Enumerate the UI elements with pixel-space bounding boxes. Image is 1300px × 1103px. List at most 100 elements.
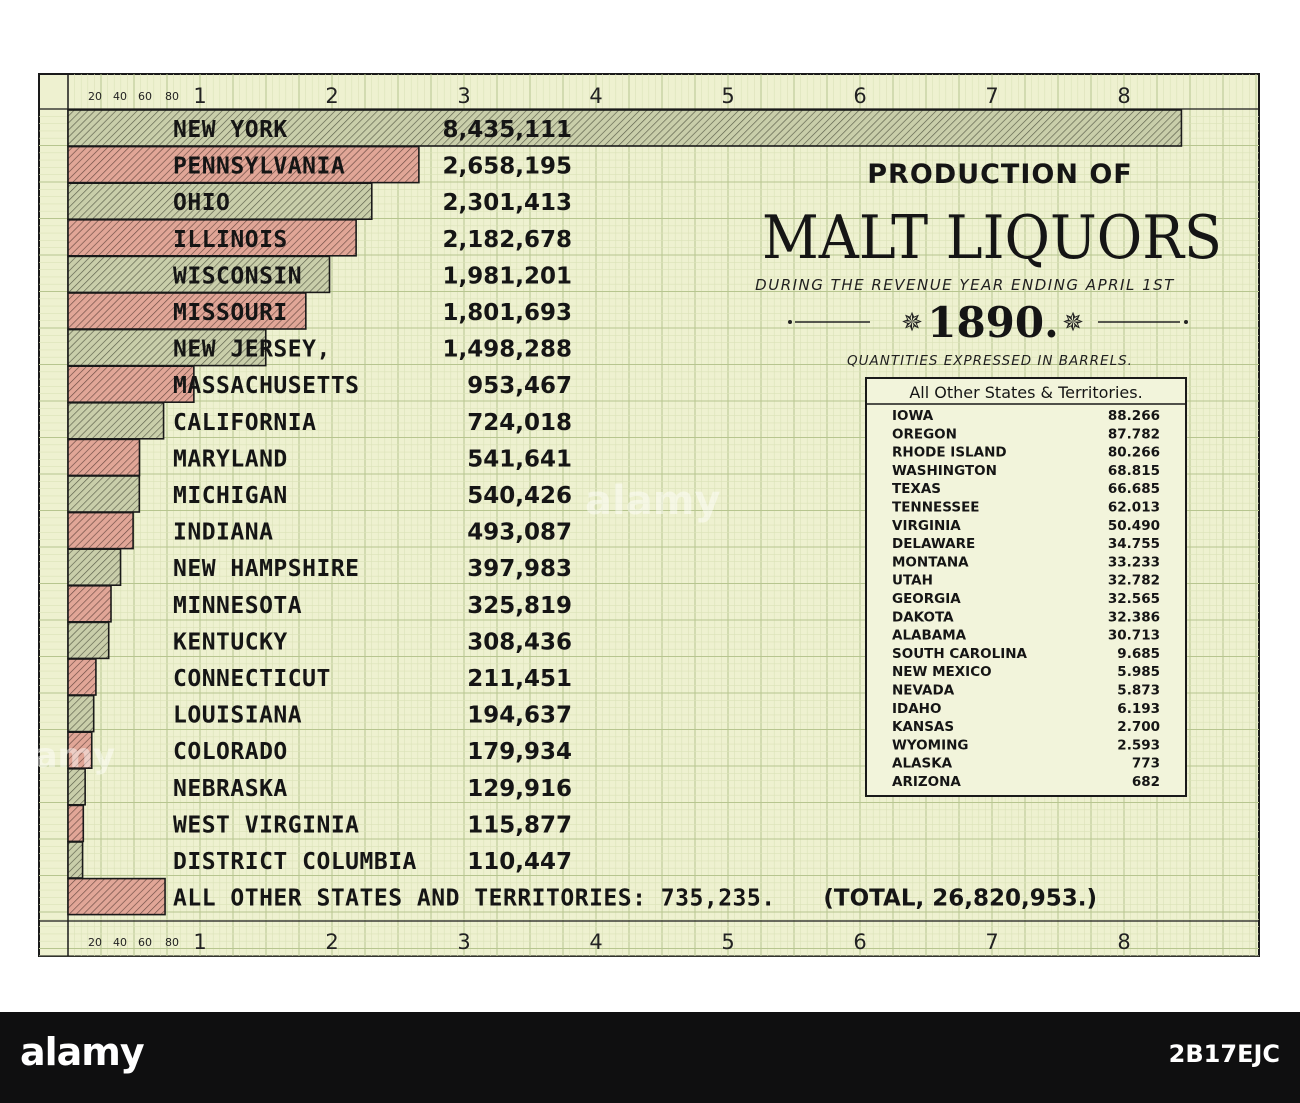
chart-subtitle: DURING THE REVENUE YEAR ENDING APRIL 1ST	[755, 276, 1175, 294]
category-label: PENNSYLVANIA	[173, 154, 345, 180]
total-label: (TOTAL, 26,820,953.)	[823, 886, 1097, 912]
value-label: 2,658,195	[443, 154, 573, 180]
value-label: 2,182,678	[443, 227, 573, 253]
x-axis-major-tick-label-top: 6	[853, 84, 866, 108]
inset-table-state: DELAWARE	[892, 536, 975, 552]
inset-table-state: WYOMING	[892, 737, 969, 753]
bar-michigan	[67, 475, 141, 513]
inset-table-state: ALASKA	[892, 756, 953, 772]
inset-table-state: DAKOTA	[892, 609, 954, 625]
bar-pennsylvania	[67, 145, 420, 184]
bar-all-other-states	[67, 877, 166, 916]
title-dot-left	[788, 320, 792, 324]
x-axis-major-tick-label-bottom: 5	[721, 930, 734, 954]
category-label: COLORADO	[173, 739, 288, 765]
chart-title-line1: PRODUCTION OF	[867, 159, 1133, 190]
watermark-image-id: 2B17EJC	[1168, 1040, 1280, 1068]
inset-table-heading: All Other States & Territories.	[909, 383, 1142, 402]
inset-table-state: UTAH	[892, 573, 933, 589]
category-label: MINNESOTA	[173, 593, 302, 619]
inset-table-state: IOWA	[892, 408, 934, 424]
category-label: MISSOURI	[173, 300, 288, 326]
x-axis-major-tick-label-top: 3	[457, 84, 470, 108]
x-axis-major-tick-label-bottom: 3	[457, 930, 470, 954]
inset-table-value: 2.700	[1117, 719, 1160, 735]
bar-wisconsin	[67, 255, 331, 294]
bar-louisiana	[67, 694, 95, 733]
inset-table-value: 773	[1132, 756, 1160, 772]
category-label: NEW YORK	[173, 117, 288, 143]
inset-table-state: ALABAMA	[892, 628, 967, 644]
chart-title-line2: MALT LIQUORS	[762, 203, 1222, 273]
inset-table-state: OREGON	[892, 426, 957, 442]
inset-table-value: 682	[1132, 774, 1160, 790]
x-axis-major-tick-label-bottom: 4	[589, 930, 602, 954]
value-label: 110,447	[467, 849, 572, 875]
x-axis-major-tick-label-top: 7	[985, 84, 998, 108]
x-axis-major-tick-label-bottom: 2	[325, 930, 338, 954]
category-label: NEW HAMPSHIRE	[173, 556, 360, 582]
value-label: 2,301,413	[443, 190, 573, 216]
value-label: 211,451	[467, 666, 572, 692]
value-label: 724,018	[467, 410, 572, 436]
value-label: 493,087	[467, 520, 572, 546]
bar-new-hampshire	[67, 548, 122, 587]
category-label: WEST VIRGINIA	[173, 812, 360, 838]
bar-california	[67, 401, 165, 440]
inset-table-value: 80.266	[1108, 445, 1160, 461]
value-label: 540,426	[467, 483, 572, 509]
x-axis-minor-tick-label-bottom: 60	[138, 936, 152, 949]
inset-table-value: 30.713	[1108, 628, 1160, 644]
x-axis-minor-tick-label-top: 40	[113, 90, 127, 103]
category-label: CONNECTICUT	[173, 666, 331, 692]
inset-table-state: ARIZONA	[892, 774, 961, 790]
value-label: 194,637	[467, 703, 572, 729]
category-label: CALIFORNIA	[173, 410, 316, 436]
bar-minnesota	[67, 584, 112, 623]
inset-table-value: 68.815	[1108, 463, 1160, 479]
category-label: MASSACHUSETTS	[173, 373, 360, 399]
inset-table-state: TEXAS	[892, 481, 941, 497]
value-label: 8,435,111	[443, 117, 573, 143]
category-label: LOUISIANA	[173, 703, 302, 729]
x-axis-major-tick-label-top: 1	[193, 84, 206, 108]
bar-kentucky	[67, 621, 110, 660]
inset-table-value: 62.013	[1108, 500, 1160, 516]
x-axis-minor-tick-label-bottom: 80	[165, 936, 179, 949]
x-axis-minor-tick-label-top: 60	[138, 90, 152, 103]
bar-missouri	[67, 292, 307, 330]
inset-table-state: NEVADA	[892, 683, 955, 699]
category-label: DISTRICT COLUMBIA	[173, 849, 417, 875]
bar-new-york	[67, 109, 1183, 147]
inset-table-value: 50.490	[1108, 518, 1160, 534]
bar-indiana	[67, 511, 134, 550]
inset-table-value: 66.685	[1108, 481, 1160, 497]
inset-table-frame	[865, 377, 1187, 797]
category-label: INDIANA	[173, 520, 273, 546]
inset-table-value: 32.386	[1108, 609, 1160, 625]
inset-table-value: 88.266	[1108, 408, 1160, 424]
chart-year: 1890.	[927, 298, 1059, 347]
inset-table-state: TENNESSEE	[892, 500, 980, 516]
bar-new-jersey	[67, 328, 267, 367]
x-axis-minor-tick-label-bottom: 40	[113, 936, 127, 949]
inset-table-value: 33.233	[1108, 554, 1160, 570]
inset-table-value: 2.593	[1117, 737, 1160, 753]
inset-table-state: WASHINGTON	[892, 463, 997, 479]
value-label: 1,981,201	[443, 263, 573, 289]
category-label: MARYLAND	[173, 446, 288, 472]
value-label: 953,467	[467, 373, 572, 399]
x-axis-major-tick-label-bottom: 6	[853, 930, 866, 954]
x-axis-major-tick-label-bottom: 1	[193, 930, 206, 954]
value-label: 179,934	[467, 739, 572, 765]
asterisk-ornament-left-icon: ✵	[901, 308, 923, 338]
bar-maryland	[67, 438, 141, 477]
category-label: ILLINOIS	[173, 227, 288, 253]
inset-table-value: 5.985	[1117, 664, 1160, 680]
inset-table-value: 6.193	[1117, 701, 1160, 717]
category-label: NEBRASKA	[173, 776, 288, 802]
inset-table-state: KANSAS	[892, 719, 954, 735]
value-label: 1,498,288	[443, 337, 573, 363]
x-axis-minor-tick-label-top: 20	[88, 90, 102, 103]
